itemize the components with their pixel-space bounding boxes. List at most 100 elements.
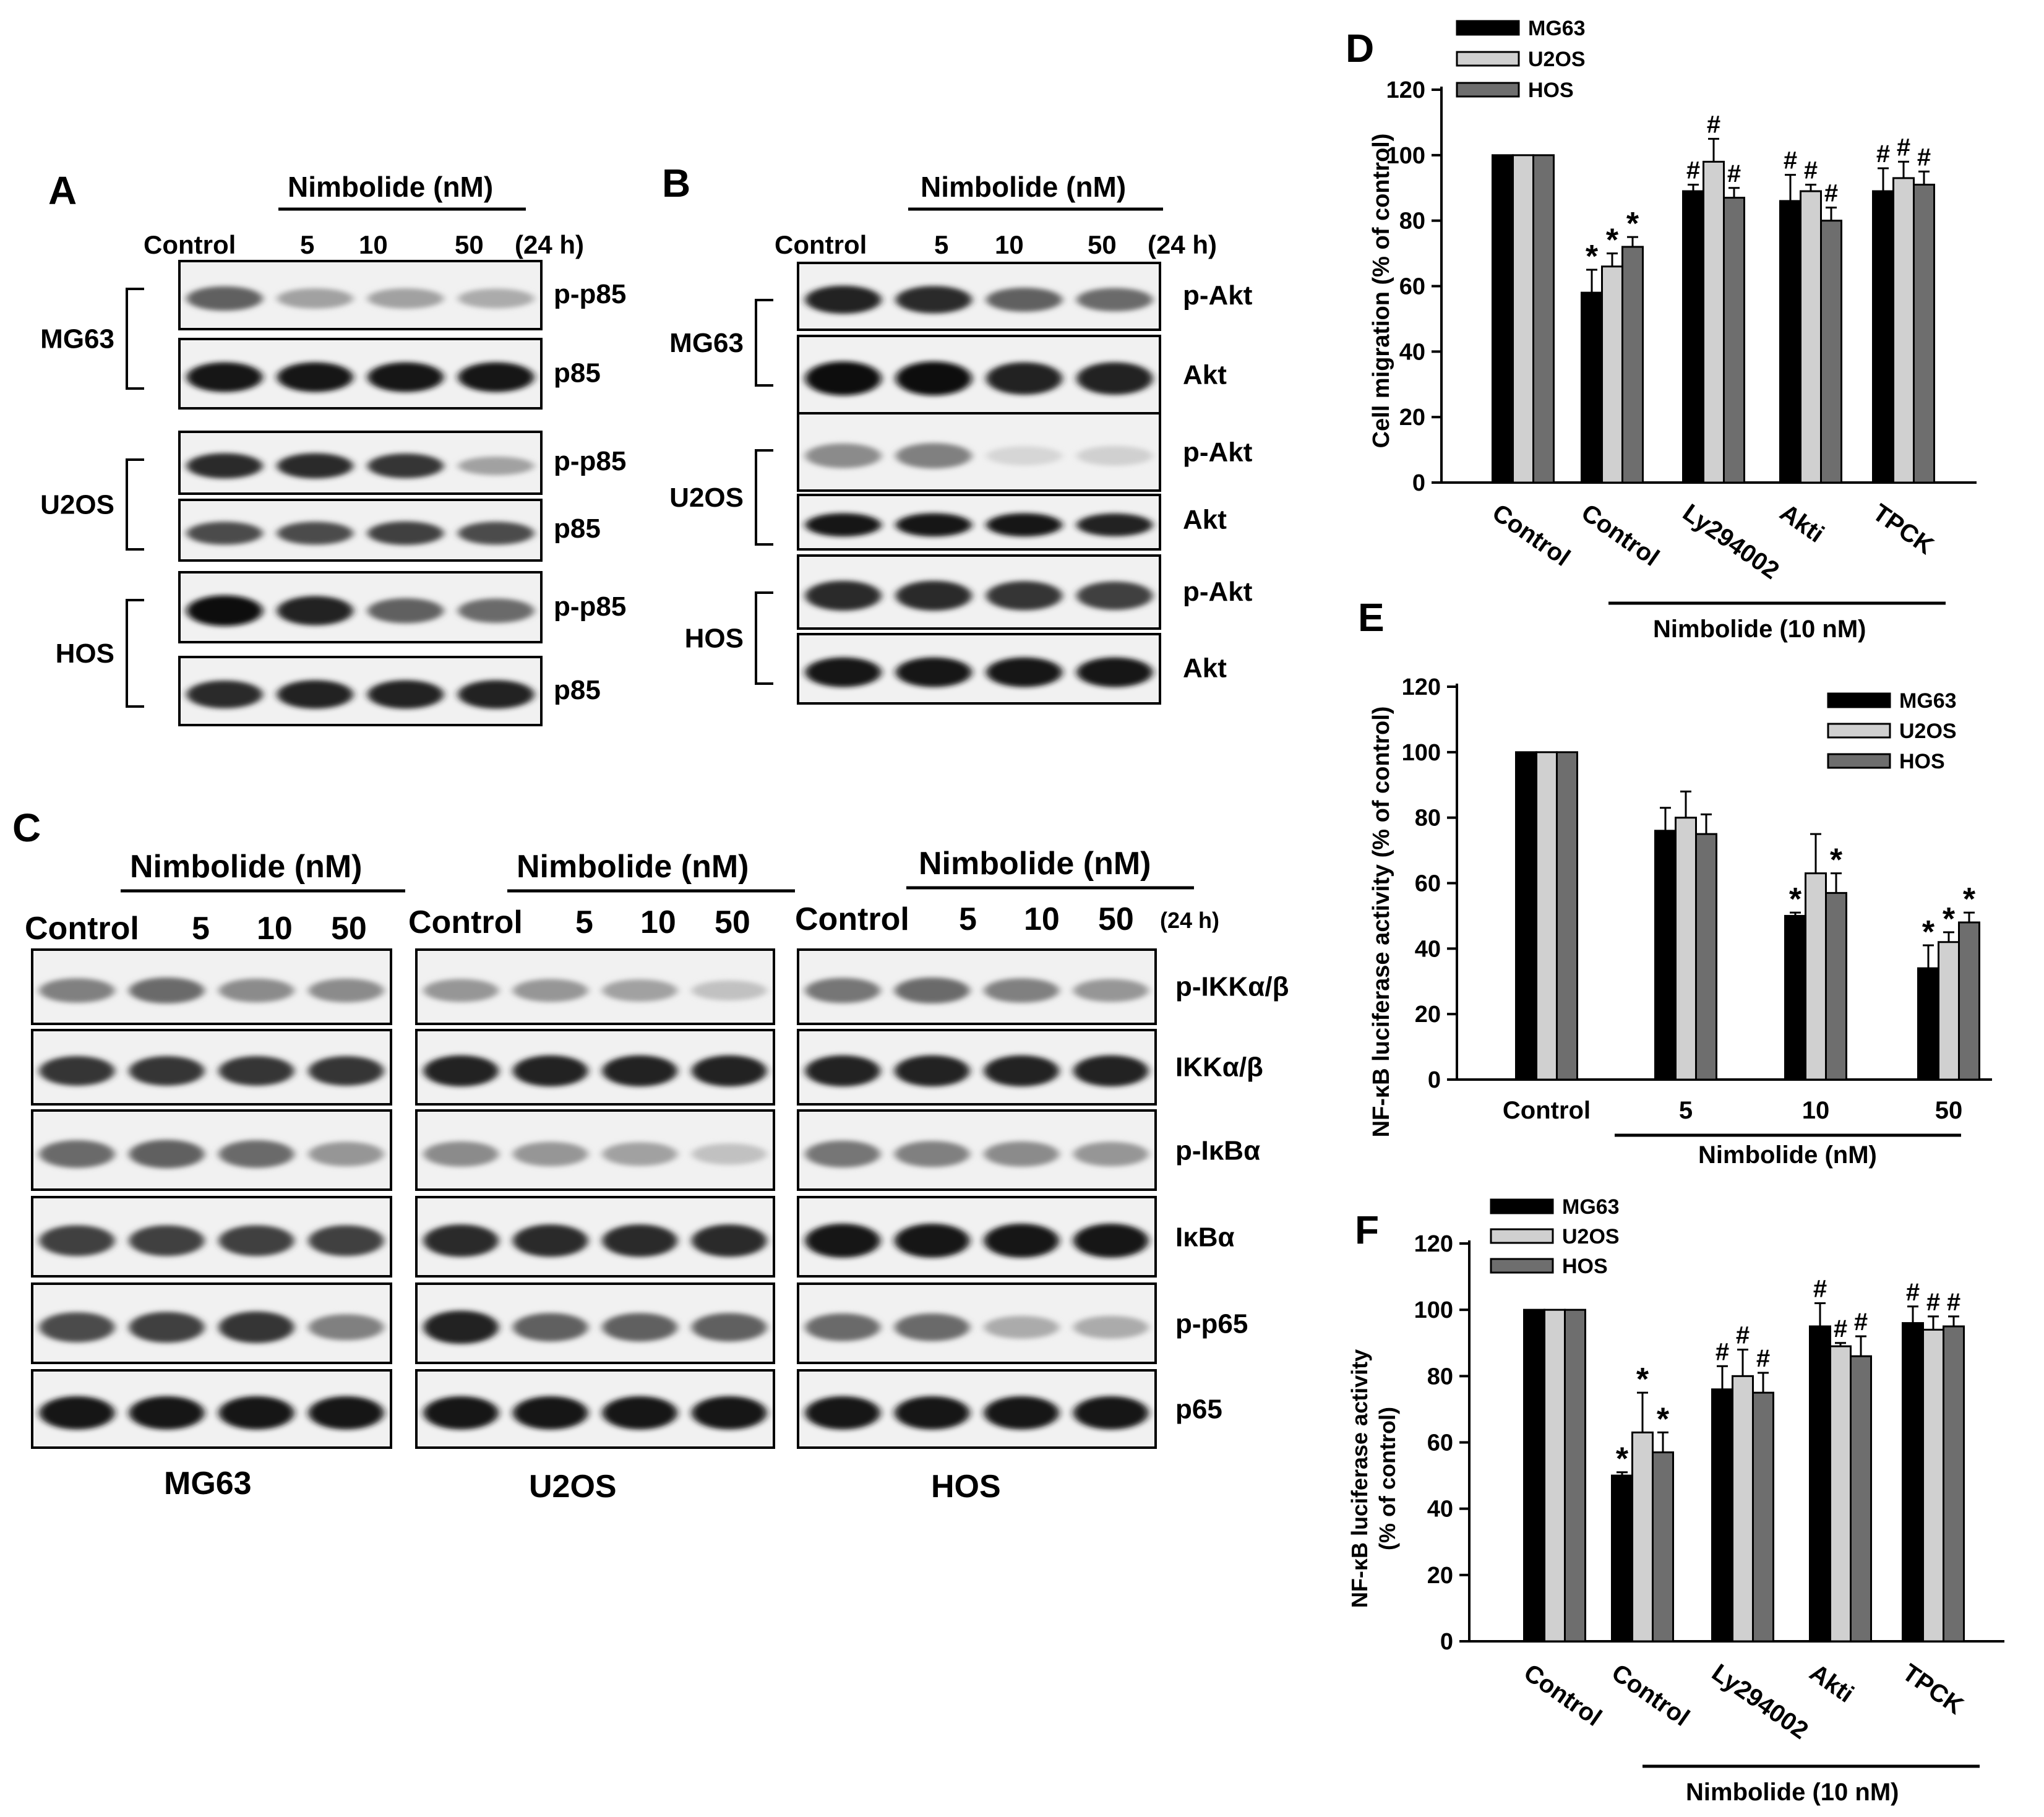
blot-band	[602, 1396, 677, 1430]
bar-mg63	[1682, 190, 1704, 484]
chart-d-ylabel: Cell migration (% of control)	[1368, 134, 1394, 449]
chart-f-ylabel-line1: NF-κB luciferase activity	[1347, 1349, 1372, 1608]
blot-label: IKKα/β	[1175, 1052, 1263, 1082]
category-label: Control	[1519, 1659, 1607, 1732]
blot-band	[1076, 362, 1153, 395]
lane-label-5: 5	[192, 911, 210, 947]
blot-label: p85	[554, 513, 601, 544]
bar-u2os	[1922, 1328, 1944, 1643]
legend-label: MG63	[1899, 689, 1957, 713]
cell-line-label: MG63	[669, 328, 744, 358]
blot-band	[1076, 581, 1153, 610]
blot-hos-p-p85: p-p85	[178, 571, 626, 643]
lane-label-50: 50	[715, 904, 750, 940]
bar-u2os	[1512, 154, 1534, 484]
blot-band	[602, 1224, 677, 1257]
legend-label: MG63	[1562, 1195, 1620, 1219]
panel-c-cell-label-mg63: MG63	[164, 1466, 252, 1501]
y-tick-label: 20	[1415, 1002, 1441, 1028]
blot-band	[805, 580, 882, 611]
blot-mg63-Akt: Akt	[797, 335, 1227, 415]
legend-swatch	[1490, 1228, 1554, 1244]
significance-hash: #	[1876, 140, 1890, 168]
blot-label: p-IKKα/β	[1175, 971, 1289, 1002]
panel-c-hos-header: Nimbolide (nM)	[919, 846, 1151, 882]
blot-band	[39, 1312, 115, 1342]
blot-band	[895, 580, 972, 611]
blot-u2os-p-p85: p-p85	[178, 431, 626, 495]
blot-band	[805, 1140, 880, 1168]
significance-star: *	[1830, 843, 1843, 878]
significance-hash: #	[1917, 144, 1931, 171]
y-tick-label: 100	[1414, 1297, 1453, 1323]
blot-label: IκBα	[1175, 1222, 1235, 1252]
lane-label-10: 10	[995, 230, 1024, 259]
significance-hash: #	[1834, 1315, 1847, 1342]
blot-hos-p-Akt: p-Akt	[797, 554, 1253, 630]
blot-band	[39, 1140, 115, 1168]
blot-band	[805, 1313, 880, 1341]
lane-label-5: 5	[575, 904, 593, 940]
bar-mg63	[1872, 190, 1894, 484]
blot-mg63-row-1	[31, 1029, 392, 1106]
bar-mg63	[1654, 830, 1677, 1081]
legend-swatch	[1827, 753, 1891, 769]
y-tick-label: 40	[1399, 339, 1425, 365]
chart-e-xlabel: Nimbolide (nM)	[1698, 1141, 1877, 1169]
y-tick-label: 60	[1427, 1430, 1453, 1456]
bar-hos	[1652, 1451, 1674, 1643]
blot-band	[692, 980, 767, 1001]
blot-band	[367, 453, 444, 478]
legend-swatch	[1456, 51, 1520, 67]
blot-band	[277, 596, 353, 625]
lane-label-control: Control	[408, 904, 523, 940]
blot-band	[602, 1313, 677, 1342]
bar-hos	[1850, 1355, 1872, 1643]
significance-hash: #	[1854, 1308, 1868, 1336]
legend-swatch	[1456, 20, 1520, 36]
significance-star: *	[1789, 882, 1802, 917]
blot-band	[895, 1396, 970, 1430]
legend-label: HOS	[1562, 1255, 1608, 1278]
significance-hash: #	[1686, 157, 1700, 184]
category-label: 5	[1679, 1097, 1693, 1124]
legend-swatch	[1456, 82, 1520, 98]
blot-hos-row-0: p-IKKα/β	[797, 948, 1289, 1025]
blot-mg63-p-p85: p-p85	[178, 260, 626, 330]
blot-band	[39, 1396, 115, 1430]
blot-band	[1073, 979, 1149, 1002]
blot-band	[423, 1396, 499, 1430]
blot-band	[186, 362, 263, 392]
bar-u2os	[1732, 1375, 1754, 1643]
bracket-mg63: MG63	[669, 299, 773, 387]
blot-band	[513, 979, 588, 1002]
category-label: Ly294002	[1707, 1659, 1813, 1745]
blot-band	[986, 287, 1063, 312]
blot-band	[986, 657, 1063, 687]
blot-mg63-row-0	[31, 948, 392, 1025]
blot-band	[895, 1223, 970, 1258]
lane-label-10: 10	[1024, 901, 1060, 937]
blot-band	[895, 1055, 970, 1087]
panel-c-u2os-header: Nimbolide (nM)	[517, 849, 749, 885]
cell-line-bracket	[755, 449, 773, 546]
panel-a-treatment-header: Nimbolide (nM)	[288, 171, 493, 203]
blot-band	[458, 288, 535, 309]
bar-hos	[1913, 183, 1935, 484]
panel-d: D Cell migration (% of control) 0 20 40 60 8…	[1346, 17, 1977, 643]
blot-band	[805, 285, 882, 314]
blot-band	[423, 1224, 499, 1257]
blot-band	[129, 1225, 205, 1256]
legend-swatch	[1827, 723, 1891, 739]
lane-label-5: 5	[959, 901, 977, 937]
blot-band	[186, 522, 263, 545]
category-label: TPCK	[1868, 499, 1939, 560]
panel-b: B Nimbolide (nM) Control 5 10 50 (24 h) …	[662, 161, 1253, 705]
bracket-u2os: U2OS	[669, 449, 773, 546]
blot-band	[1076, 445, 1153, 466]
panel-c-cell-label-u2os: U2OS	[529, 1469, 617, 1505]
blot-band	[895, 1313, 970, 1341]
blot-band	[805, 657, 882, 687]
blot-band	[895, 977, 970, 1003]
category-label: Control	[1607, 1659, 1694, 1732]
